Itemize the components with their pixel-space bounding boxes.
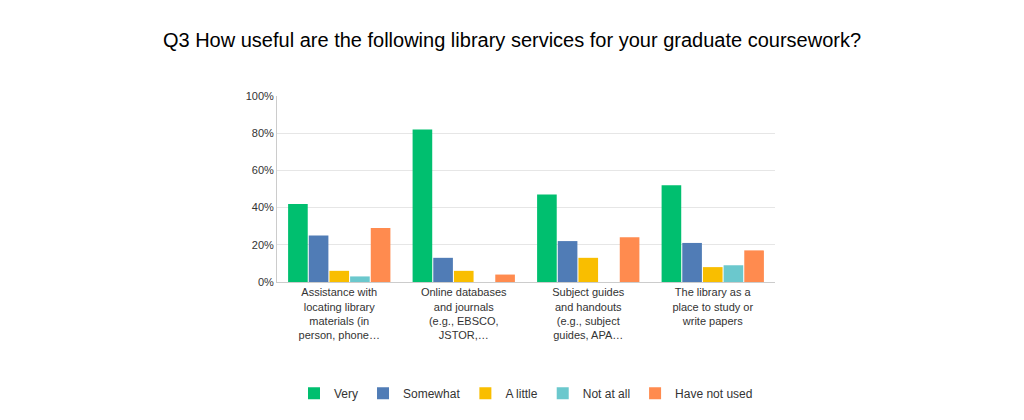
svg-text:Not at all: Not at all	[583, 387, 630, 401]
svg-text:Assistance withlocating librar: Assistance withlocating librarymaterials…	[299, 286, 380, 341]
svg-text:Somewhat: Somewhat	[403, 387, 460, 401]
svg-text:20%: 20%	[252, 239, 274, 251]
svg-text:A little: A little	[505, 387, 537, 401]
svg-text:Q3 How useful are the followin: Q3 How useful are the following library …	[163, 29, 861, 51]
svg-text:Very: Very	[334, 387, 358, 401]
svg-text:Have not used: Have not used	[675, 387, 752, 401]
svg-text:Subject guidesand handouts(e.g: Subject guidesand handouts(e.g., subject…	[552, 286, 625, 341]
svg-text:40%: 40%	[252, 201, 274, 213]
svg-text:The library as aplace to study: The library as aplace to study orwrite p…	[672, 286, 753, 327]
svg-text:Online databasesand journals(e: Online databasesand journals(e.g., EBSCO…	[421, 286, 507, 341]
svg-text:100%: 100%	[246, 90, 274, 102]
svg-text:80%: 80%	[252, 127, 274, 139]
svg-text:0%: 0%	[258, 276, 274, 288]
svg-text:60%: 60%	[252, 164, 274, 176]
